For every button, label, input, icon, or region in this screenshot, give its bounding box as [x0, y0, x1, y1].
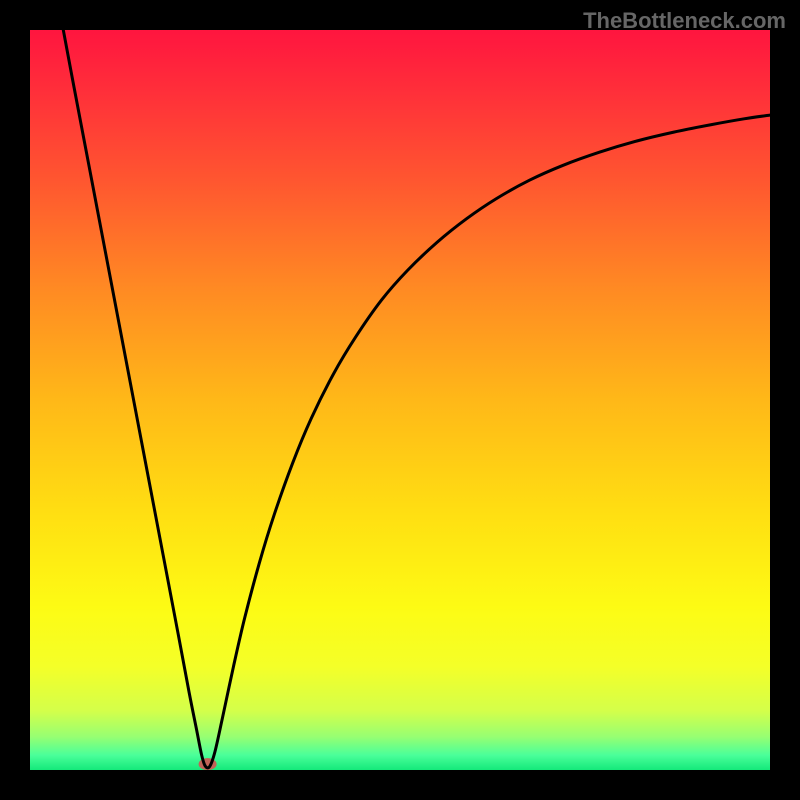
- plot-area: [30, 30, 770, 770]
- chart-container: TheBottleneck.com: [0, 0, 800, 800]
- watermark-text: TheBottleneck.com: [583, 8, 786, 34]
- plot-svg: [30, 30, 770, 770]
- gradient-background: [30, 30, 770, 770]
